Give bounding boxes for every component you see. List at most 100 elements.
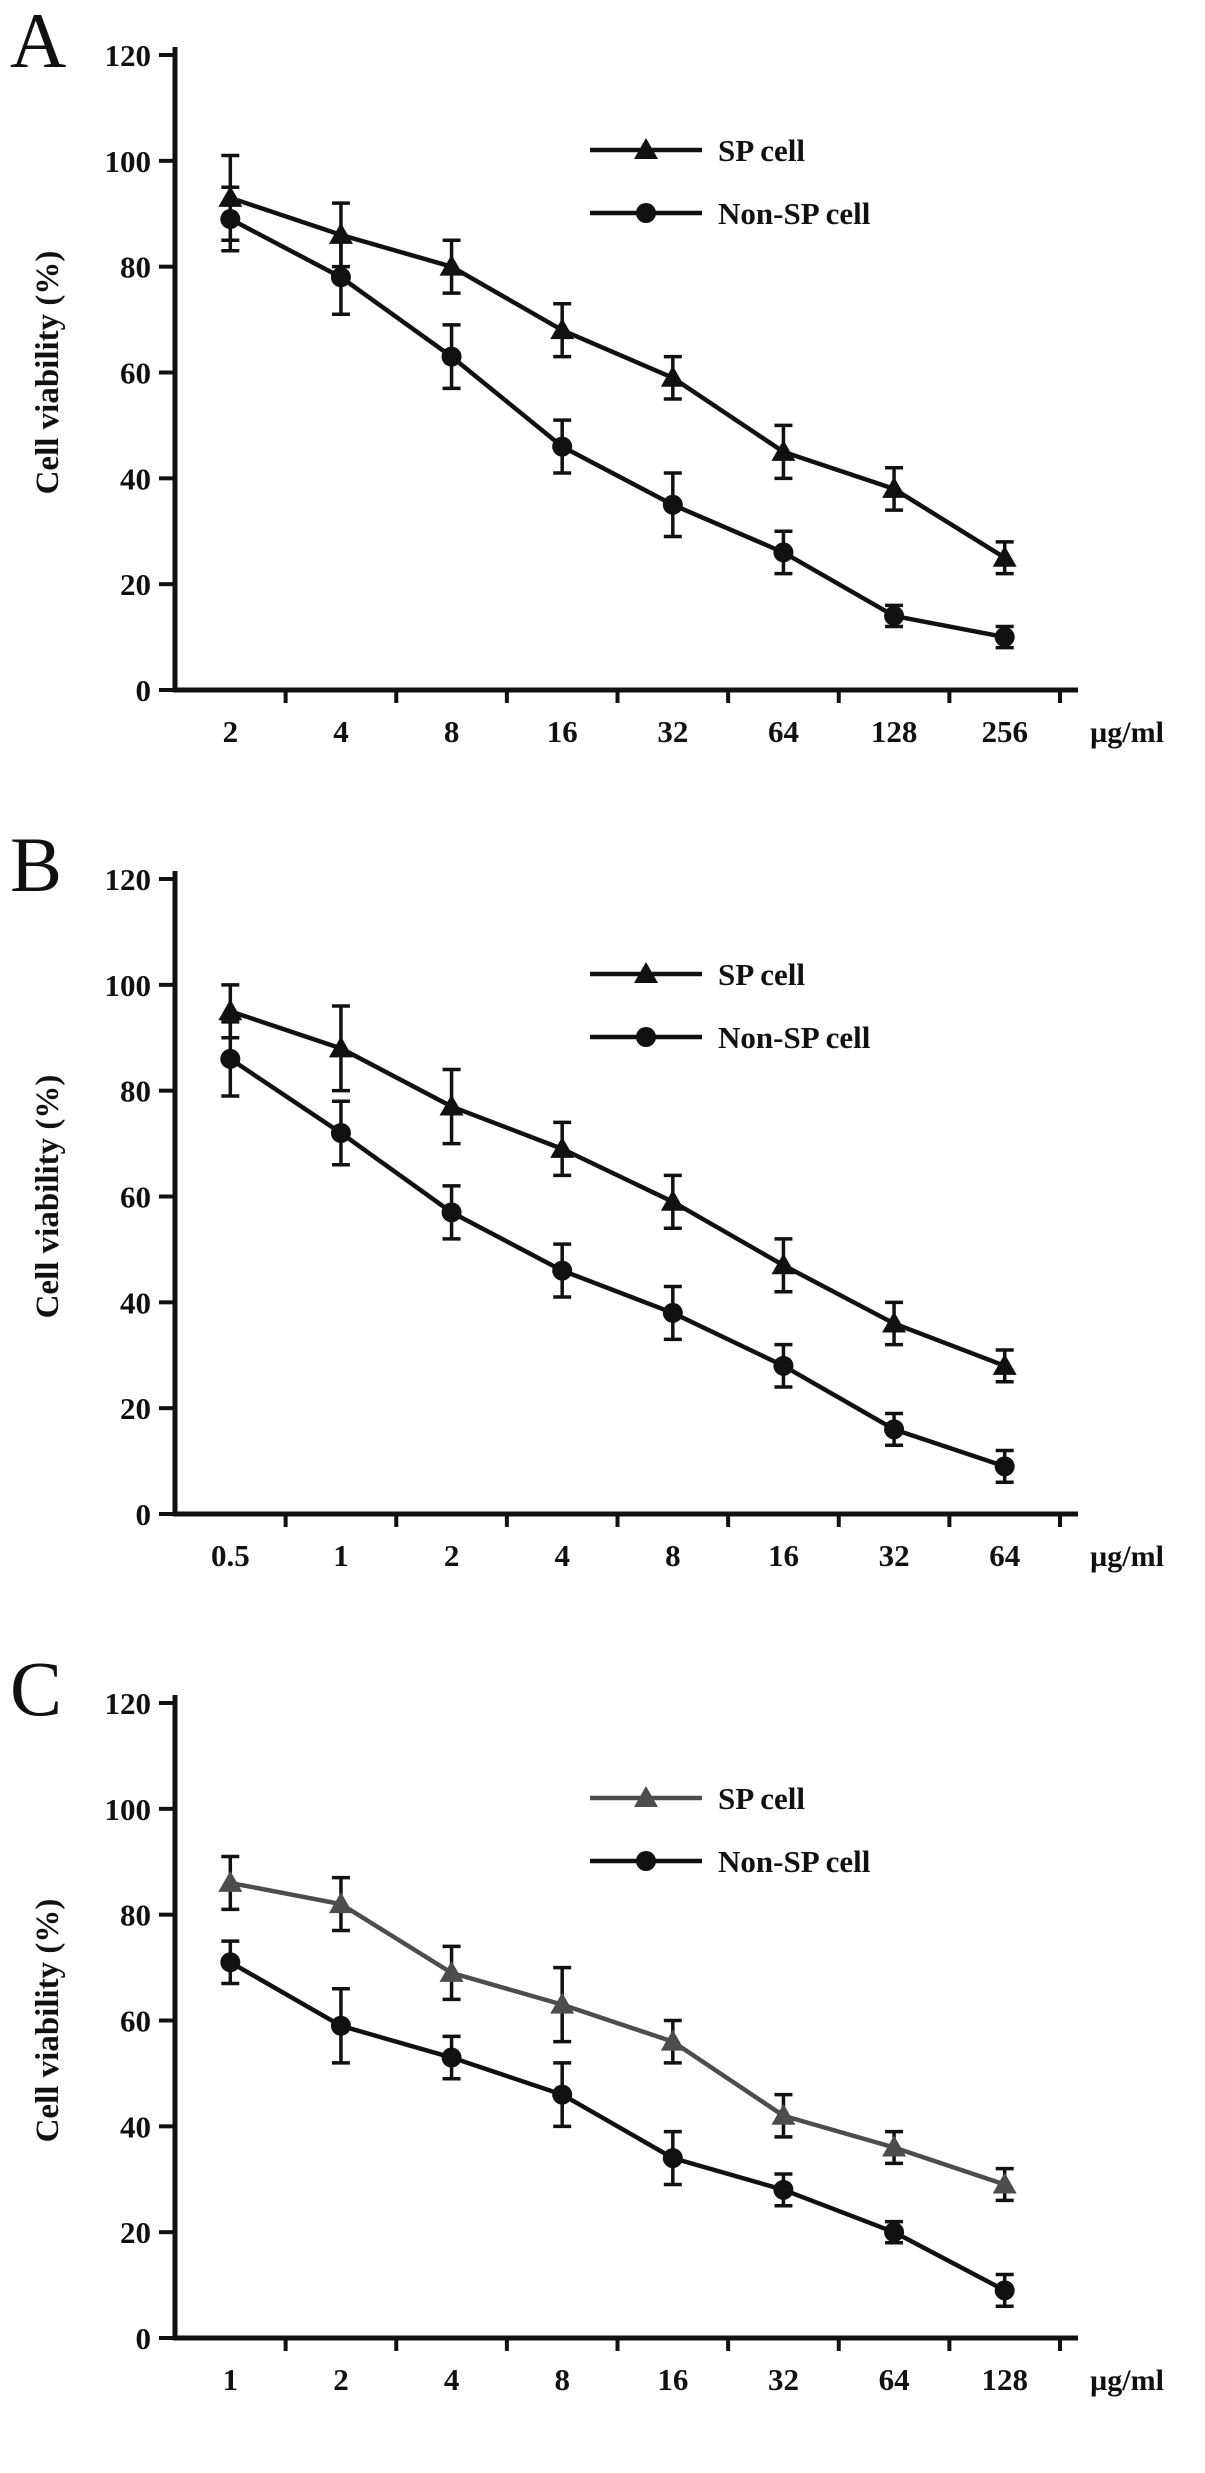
y-tick-label: 40 — [120, 1285, 151, 1320]
legend-label-non-sp-cell: Non-SP cell — [718, 1844, 871, 1879]
marker-sp-cell — [218, 999, 243, 1021]
y-tick-label: 100 — [105, 144, 152, 179]
marker-sp-cell — [992, 2172, 1017, 2194]
marker-sp-cell — [882, 476, 907, 498]
marker-non-sp-cell — [220, 209, 241, 230]
marker-non-sp-cell — [552, 2084, 573, 2105]
chart-panel-c: 0 20 40 60 80 100 120 1 2 4 8 16 32 64 128 µg/ml Cell vi… — [30, 1686, 1164, 2397]
marker-non-sp-cell — [662, 1302, 683, 1323]
x-tick-label: 16 — [768, 1538, 799, 1573]
marker-non-sp-cell — [773, 1355, 794, 1376]
marker-sp-cell — [992, 545, 1017, 567]
y-tick-label: 60 — [120, 2004, 151, 2039]
chart-panel-a: 0 20 40 60 80 100 120 2 4 8 16 32 64 128 256 µg/ml Cell … — [30, 38, 1164, 749]
x-tick-label: 0.5 — [211, 1538, 250, 1573]
series-line-sp-cell — [229, 195, 1006, 560]
marker-non-sp-cell — [994, 1456, 1015, 1477]
y-tick-label: 0 — [136, 2321, 152, 2356]
panel-label-b: B — [10, 821, 63, 908]
x-tick-label: 256 — [981, 714, 1028, 749]
panel-a: 0 20 40 60 80 100 120 2 4 8 16 32 64 128 256 µg/ml Cell … — [0, 0, 1205, 824]
x-tick-label: 32 — [879, 1538, 910, 1573]
x-tick-label: 1 — [223, 2362, 239, 2397]
marker-sp-cell — [328, 1892, 353, 1914]
y-tick-label: 40 — [120, 461, 151, 496]
y-tick-label: 60 — [120, 1180, 151, 1215]
x-unit-label: µg/ml — [1090, 1540, 1164, 1573]
marker-sp-cell — [660, 365, 685, 387]
y-tick-label: 40 — [120, 2109, 151, 2144]
x-tick-label: 128 — [871, 714, 918, 749]
marker-sp-cell — [771, 1253, 796, 1275]
marker-non-sp-cell — [220, 1048, 241, 1069]
series-line-non-sp-cell — [229, 217, 1006, 640]
marker-non-sp-cell — [884, 1419, 905, 1440]
marker-sp-cell — [550, 1136, 575, 1158]
chart-panel-b: 0 20 40 60 80 100 120 0.5 1 2 4 8 16 32 64 µg/ml Cell vi… — [30, 862, 1164, 1573]
marker-non-sp-cell — [330, 1123, 351, 1143]
x-tick-label: 16 — [547, 714, 578, 749]
legend-marker-non-sp-cell — [636, 1851, 656, 1871]
panel-c: 0 20 40 60 80 100 120 1 2 4 8 16 32 64 128 µg/ml Cell vi… — [0, 1648, 1205, 2472]
marker-sp-cell — [328, 1036, 353, 1058]
marker-sp-cell — [882, 1311, 907, 1333]
panel-label-a: A — [10, 0, 67, 84]
legend-label-sp-cell: SP cell — [718, 957, 805, 992]
y-axis-label: Cell viability (%) — [30, 1899, 66, 2143]
y-tick-label: 120 — [105, 862, 152, 897]
x-tick-label: 1 — [333, 1538, 349, 1573]
x-tick-label: 8 — [665, 1538, 681, 1573]
marker-sp-cell — [439, 1094, 464, 1116]
marker-sp-cell — [660, 2029, 685, 2051]
series-line-sp-cell — [229, 1880, 1006, 2187]
x-tick-label: 128 — [981, 2362, 1028, 2397]
marker-sp-cell — [992, 1353, 1017, 1375]
marker-non-sp-cell — [441, 1202, 462, 1223]
marker-non-sp-cell — [884, 605, 905, 626]
panel-label-c: C — [10, 1645, 63, 1732]
x-tick-label: 32 — [768, 2362, 799, 2397]
y-tick-label: 60 — [120, 356, 151, 391]
panel-b: 0 20 40 60 80 100 120 0.5 1 2 4 8 16 32 64 µg/ml Cell vi… — [0, 824, 1205, 1648]
y-tick-label: 120 — [105, 1686, 152, 1721]
y-tick-label: 80 — [120, 250, 151, 285]
y-tick-label: 80 — [120, 1074, 151, 1109]
y-tick-label: 20 — [120, 1391, 151, 1426]
x-tick-label: 16 — [657, 2362, 688, 2397]
legend-label-non-sp-cell: Non-SP cell — [718, 1020, 871, 1055]
marker-non-sp-cell — [662, 2148, 683, 2169]
marker-non-sp-cell — [994, 2280, 1015, 2301]
marker-non-sp-cell — [552, 436, 573, 457]
marker-non-sp-cell — [994, 627, 1015, 648]
marker-non-sp-cell — [441, 346, 462, 367]
x-tick-label: 4 — [554, 1538, 570, 1573]
x-tick-label: 32 — [657, 714, 688, 749]
legend-label-non-sp-cell: Non-SP cell — [718, 196, 871, 231]
x-tick-label: 4 — [333, 714, 349, 749]
y-tick-label: 120 — [105, 38, 152, 73]
series-line-sp-cell — [229, 1009, 1006, 1368]
legend-marker-non-sp-cell — [636, 1027, 656, 1047]
marker-sp-cell — [218, 1870, 243, 1892]
marker-non-sp-cell — [773, 2179, 794, 2200]
x-tick-label: 64 — [879, 2362, 910, 2397]
marker-sp-cell — [439, 254, 464, 276]
legend-marker-sp-cell — [634, 962, 658, 983]
marker-sp-cell — [771, 439, 796, 461]
marker-non-sp-cell — [220, 1952, 241, 1973]
marker-non-sp-cell — [662, 494, 683, 515]
x-unit-label: µg/ml — [1090, 716, 1164, 749]
y-tick-label: 20 — [120, 2215, 151, 2250]
marker-non-sp-cell — [441, 2047, 462, 2068]
marker-non-sp-cell — [330, 2015, 351, 2036]
marker-sp-cell — [660, 1189, 685, 1211]
x-tick-label: 2 — [223, 714, 239, 749]
y-tick-label: 100 — [105, 968, 152, 1003]
series-line-non-sp-cell — [229, 1057, 1006, 1469]
legend-marker-sp-cell — [634, 138, 658, 159]
marker-sp-cell — [550, 1992, 575, 2014]
x-tick-label: 64 — [768, 714, 799, 749]
marker-non-sp-cell — [884, 2222, 905, 2243]
x-tick-label: 8 — [554, 2362, 570, 2397]
